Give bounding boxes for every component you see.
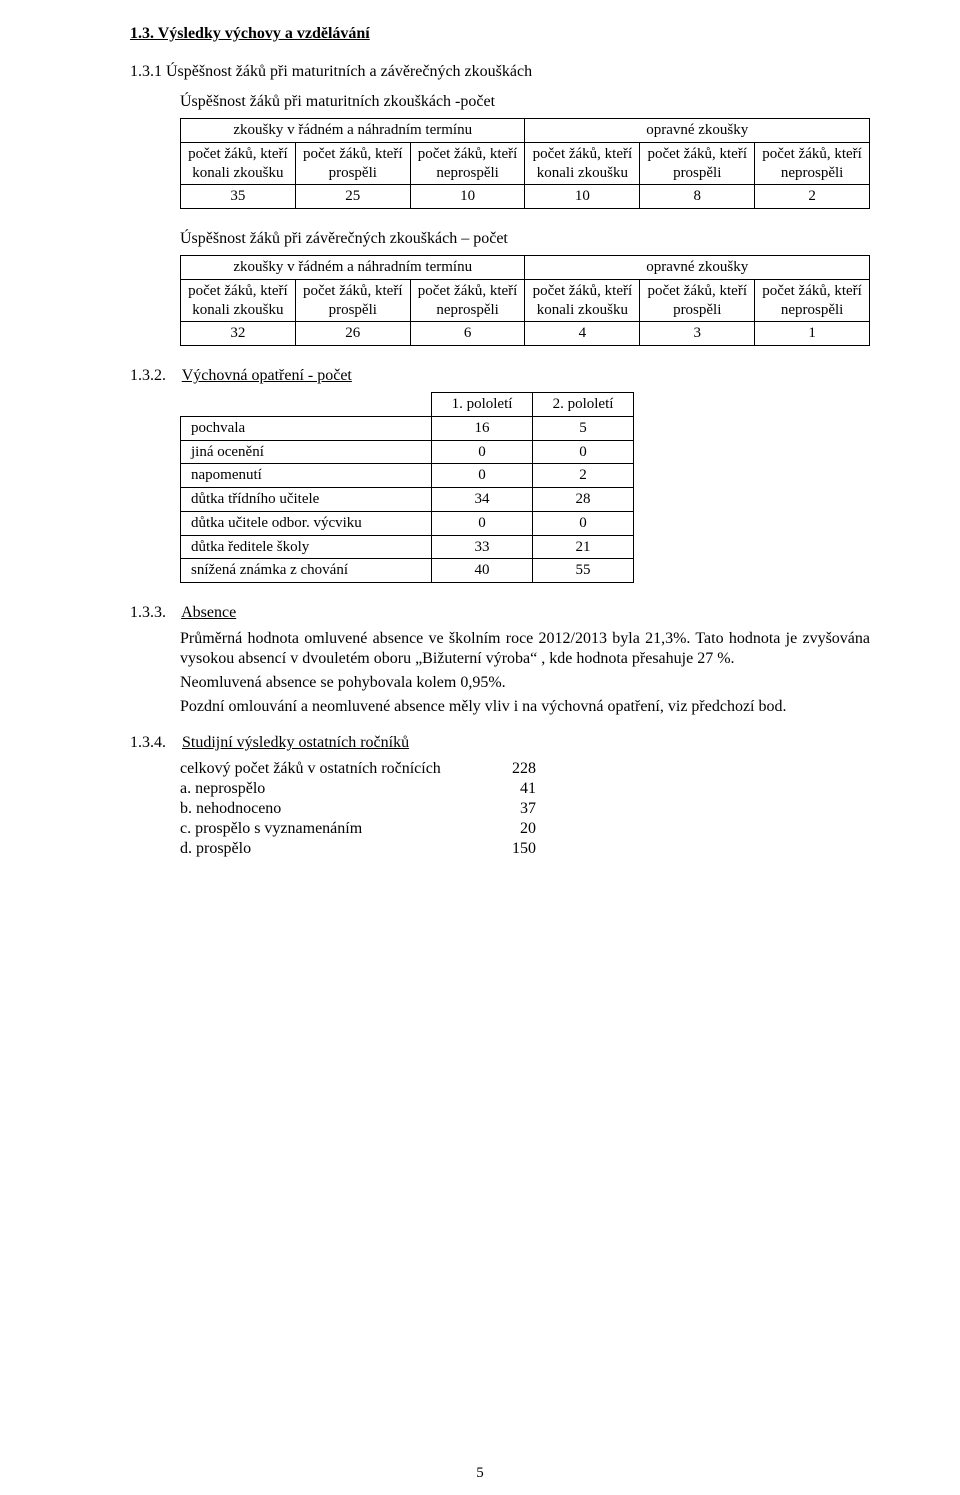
s132-r0-label: pochvala: [181, 416, 432, 440]
heading-text: Výchovná opatření - počet: [182, 367, 352, 384]
table1-col-f: počet žáků, kteří neprospěli: [755, 142, 870, 185]
table2-col-b: počet žáků, kteří prospěli: [295, 279, 410, 322]
table-row: pochvala 16 5: [181, 416, 634, 440]
table2-span-right: opravné zkoušky: [525, 256, 870, 280]
section-heading-1-3-2: 1.3.2. Výchovná opatření - počet: [130, 366, 870, 386]
table-row: 32 26 6 4 3 1: [181, 322, 870, 346]
table-row: důtka ředitele školy 33 21: [181, 535, 634, 559]
heading-text: Studijní výsledky ostatních ročníků: [182, 734, 409, 751]
table1-col-c: počet žáků, kteří neprospěli: [410, 142, 525, 185]
table1-col-b: počet žáků, kteří prospěli: [295, 142, 410, 185]
item-value: 41: [500, 779, 536, 799]
s132-r6-label: snížená známka z chování: [181, 559, 432, 583]
table2-val-a: 32: [181, 322, 296, 346]
table-row: snížená známka z chování 40 55: [181, 559, 634, 583]
table-row: 35 25 10 10 8 2: [181, 185, 870, 209]
table-row: napomenutí 0 2: [181, 464, 634, 488]
table2-col-d: počet žáků, kteří konali zkoušku: [525, 279, 640, 322]
s132-r5-label: důtka ředitele školy: [181, 535, 432, 559]
s132-r3-label: důtka třídního učitele: [181, 488, 432, 512]
empty-cell: [181, 393, 432, 417]
item-label: c. prospělo s vyznamenáním: [180, 819, 500, 839]
s132-r6-v1: 40: [432, 559, 533, 583]
table-maturita: zkoušky v řádném a náhradním termínu opr…: [180, 118, 870, 209]
heading-number: 1.3.4.: [130, 734, 166, 751]
s132-r1-v2: 0: [533, 440, 634, 464]
table1-val-e: 8: [640, 185, 755, 209]
table-row: jiná ocenění 0 0: [181, 440, 634, 464]
table2-col-f: počet žáků, kteří neprospěli: [755, 279, 870, 322]
table-zaverecne: zkoušky v řádném a náhradním termínu opr…: [180, 255, 870, 346]
s132-r4-v2: 0: [533, 511, 634, 535]
table-row: důtka třídního učitele 34 28: [181, 488, 634, 512]
table1-val-f: 2: [755, 185, 870, 209]
section-heading-1-3-1: 1.3.1 Úspěšnost žáků při maturitních a z…: [130, 62, 870, 82]
table2-val-b: 26: [295, 322, 410, 346]
list-item: a. neprospělo 41: [180, 779, 870, 799]
s132-r2-v1: 0: [432, 464, 533, 488]
absence-paragraph-1: Průměrná hodnota omluvené absence ve ško…: [180, 629, 870, 669]
absence-paragraph-2: Neomluvená absence se pohybovala kolem 0…: [180, 673, 870, 693]
item-label: d. prospělo: [180, 839, 500, 859]
s132-r2-v2: 2: [533, 464, 634, 488]
study-results-list: celkový počet žáků v ostatních ročnících…: [180, 759, 870, 859]
table2-val-c: 6: [410, 322, 525, 346]
total-value: 228: [500, 759, 536, 779]
table-row: důtka učitele odbor. výcviku 0 0: [181, 511, 634, 535]
section-heading-1-3: 1.3. Výsledky výchovy a vzdělávání: [130, 24, 870, 44]
item-label: a. neprospělo: [180, 779, 500, 799]
s132-r6-v2: 55: [533, 559, 634, 583]
s132-r0-v1: 16: [432, 416, 533, 440]
s132-r1-v1: 0: [432, 440, 533, 464]
table1-span-right: opravné zkoušky: [525, 119, 870, 143]
table1-span-left: zkoušky v řádném a náhradním termínu: [181, 119, 525, 143]
table-vychovna-opatreni: 1. pololetí 2. pololetí pochvala 16 5 ji…: [180, 392, 634, 583]
list-item: d. prospělo 150: [180, 839, 870, 859]
heading-text: Absence: [181, 604, 236, 621]
item-value: 150: [500, 839, 536, 859]
table2-val-d: 4: [525, 322, 640, 346]
table2-val-e: 3: [640, 322, 755, 346]
table1-col-d: počet žáků, kteří konali zkoušku: [525, 142, 640, 185]
page-number: 5: [0, 1464, 960, 1483]
s132-r4-label: důtka učitele odbor. výcviku: [181, 511, 432, 535]
table2-span-left: zkoušky v řádném a náhradním termínu: [181, 256, 525, 280]
table2-col-c: počet žáků, kteří neprospěli: [410, 279, 525, 322]
list-item: c. prospělo s vyznamenáním 20: [180, 819, 870, 839]
table2-val-f: 1: [755, 322, 870, 346]
s132-col1: 1. pololetí: [432, 393, 533, 417]
table1-val-a: 35: [181, 185, 296, 209]
item-value: 20: [500, 819, 536, 839]
table1-val-d: 10: [525, 185, 640, 209]
table1-col-a: počet žáků, kteří konali zkoušku: [181, 142, 296, 185]
s132-r4-v1: 0: [432, 511, 533, 535]
table1-val-b: 25: [295, 185, 410, 209]
s132-r5-v2: 21: [533, 535, 634, 559]
s132-r1-label: jiná ocenění: [181, 440, 432, 464]
item-value: 37: [500, 799, 536, 819]
table1-val-c: 10: [410, 185, 525, 209]
s132-r3-v1: 34: [432, 488, 533, 512]
table2-col-a: počet žáků, kteří konali zkoušku: [181, 279, 296, 322]
table2-caption: Úspěšnost žáků při závěrečných zkouškách…: [180, 229, 870, 249]
section-heading-1-3-3: 1.3.3. Absence: [130, 603, 870, 623]
item-label: b. nehodnoceno: [180, 799, 500, 819]
total-label: celkový počet žáků v ostatních ročnících: [180, 759, 500, 779]
list-item: celkový počet žáků v ostatních ročnících…: [180, 759, 870, 779]
heading-number: 1.3.2.: [130, 367, 166, 384]
heading-number: 1.3.3.: [130, 604, 166, 621]
absence-paragraph-3: Pozdní omlouvání a neomluvené absence mě…: [180, 697, 870, 717]
s132-r2-label: napomenutí: [181, 464, 432, 488]
table2-col-e: počet žáků, kteří prospěli: [640, 279, 755, 322]
s132-r0-v2: 5: [533, 416, 634, 440]
section-heading-1-3-4: 1.3.4. Studijní výsledky ostatních roční…: [130, 733, 870, 753]
list-item: b. nehodnoceno 37: [180, 799, 870, 819]
table1-caption: Úspěšnost žáků při maturitních zkouškách…: [180, 92, 870, 112]
table1-col-e: počet žáků, kteří prospěli: [640, 142, 755, 185]
s132-r3-v2: 28: [533, 488, 634, 512]
s132-col2: 2. pololetí: [533, 393, 634, 417]
s132-r5-v1: 33: [432, 535, 533, 559]
